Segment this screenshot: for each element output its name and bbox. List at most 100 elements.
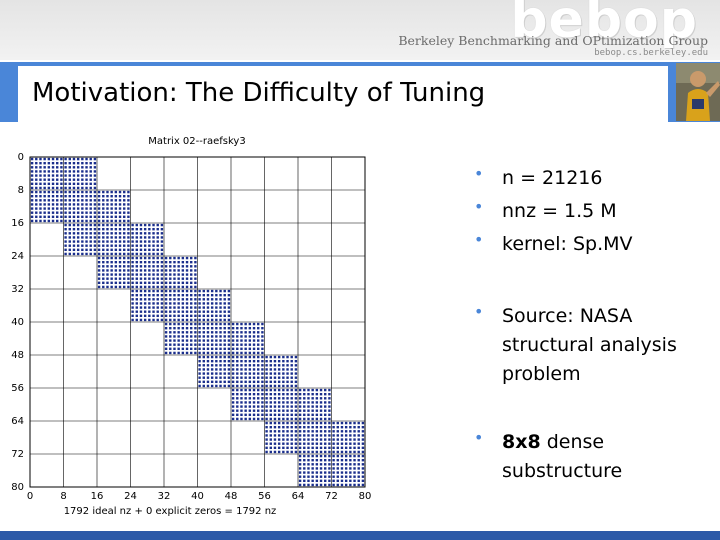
nonzero-dot <box>30 178 34 181</box>
nonzero-dot <box>248 401 252 404</box>
nonzero-dot <box>60 170 63 173</box>
nonzero-dot <box>290 425 293 429</box>
nonzero-dot <box>123 260 126 264</box>
nonzero-dot <box>210 376 214 379</box>
nonzero-dot <box>294 430 298 433</box>
nonzero-dot <box>315 401 319 404</box>
nonzero-dot <box>143 265 147 268</box>
nonzero-dot <box>324 401 327 404</box>
nonzero-dot <box>219 380 222 384</box>
nonzero-dot <box>315 421 319 425</box>
nonzero-dot <box>349 434 352 437</box>
nonzero-dot <box>290 421 293 425</box>
nonzero-dot <box>110 203 113 206</box>
nonzero-dot <box>261 322 264 326</box>
nonzero-dot <box>303 442 306 445</box>
nonzero-dot <box>357 483 360 487</box>
nonzero-dot <box>97 265 101 268</box>
nonzero-dot <box>143 293 147 297</box>
nonzero-dot <box>30 194 34 198</box>
nonzero-dot <box>353 454 356 458</box>
nonzero-dot <box>102 215 105 219</box>
nonzero-dot <box>336 446 339 450</box>
dense-block <box>164 289 197 322</box>
nonzero-dot <box>223 298 226 301</box>
nonzero-dot <box>210 355 214 359</box>
nonzero-dot <box>307 405 310 408</box>
nonzero-dot <box>282 368 285 371</box>
nonzero-dot <box>202 339 205 342</box>
nonzero-dot <box>135 298 138 301</box>
nonzero-dot <box>290 438 293 441</box>
logo-url: bebop.cs.berkeley.edu <box>594 48 708 58</box>
nonzero-dot <box>206 347 210 351</box>
nonzero-dot <box>236 405 239 408</box>
nonzero-dot <box>30 182 34 186</box>
nonzero-dot <box>307 425 310 429</box>
nonzero-dot <box>240 343 243 346</box>
nonzero-dot <box>181 343 185 346</box>
nonzero-dot <box>81 194 84 198</box>
nonzero-dot <box>152 265 155 268</box>
nonzero-dot <box>290 355 293 359</box>
nonzero-dot <box>185 339 189 342</box>
nonzero-dot <box>177 339 180 342</box>
nonzero-dot <box>215 298 218 301</box>
y-tick-label: 48 <box>11 350 24 361</box>
nonzero-dot <box>164 347 168 351</box>
nonzero-dot <box>43 161 46 165</box>
nonzero-dot <box>231 409 235 412</box>
nonzero-dot <box>106 248 109 252</box>
nonzero-dot <box>160 227 164 231</box>
nonzero-dot <box>97 260 101 264</box>
nonzero-dot <box>244 326 247 330</box>
nonzero-dot <box>252 359 256 363</box>
nonzero-dot <box>164 265 168 268</box>
nonzero-dot <box>30 161 34 165</box>
nonzero-dot <box>85 178 88 181</box>
nonzero-dot <box>198 326 201 330</box>
nonzero-dot <box>277 364 281 367</box>
nonzero-dot <box>219 351 222 355</box>
nonzero-dot <box>273 438 277 441</box>
nonzero-dot <box>319 430 323 433</box>
nonzero-dot <box>143 256 147 260</box>
nonzero-dot <box>131 252 134 256</box>
nonzero-dot <box>307 454 310 458</box>
nonzero-dot <box>273 392 277 396</box>
nonzero-dot <box>177 310 180 313</box>
nonzero-dot <box>319 463 323 466</box>
nonzero-dot <box>30 174 34 177</box>
nonzero-dot <box>227 359 231 363</box>
dense-block <box>198 289 231 322</box>
nonzero-dot <box>139 223 143 227</box>
nonzero-dot <box>106 236 109 239</box>
nonzero-dot <box>231 384 235 388</box>
nonzero-dot <box>39 219 42 223</box>
nonzero-dot <box>139 285 143 289</box>
nonzero-dot <box>106 260 109 264</box>
nonzero-dot <box>102 227 105 231</box>
nonzero-dot <box>72 182 76 186</box>
nonzero-dot <box>231 326 235 330</box>
nonzero-dot <box>286 421 289 425</box>
nonzero-dot <box>185 314 189 318</box>
nonzero-dot <box>252 347 256 351</box>
nonzero-dot <box>185 331 189 334</box>
nonzero-dot <box>319 392 323 396</box>
nonzero-dot <box>143 310 147 313</box>
nonzero-dot <box>148 227 151 231</box>
nonzero-dot <box>231 359 235 363</box>
nonzero-dot <box>198 343 201 346</box>
nonzero-dot <box>81 161 84 165</box>
nonzero-dot <box>244 413 247 417</box>
nonzero-dot <box>231 392 235 396</box>
nonzero-dot <box>76 244 80 247</box>
nonzero-dot <box>81 186 84 190</box>
nonzero-dot <box>56 199 59 202</box>
nonzero-dot <box>223 368 226 371</box>
nonzero-dot <box>89 186 92 190</box>
dense-block <box>231 322 264 355</box>
nonzero-dot <box>190 347 193 351</box>
nonzero-dot <box>315 397 319 400</box>
